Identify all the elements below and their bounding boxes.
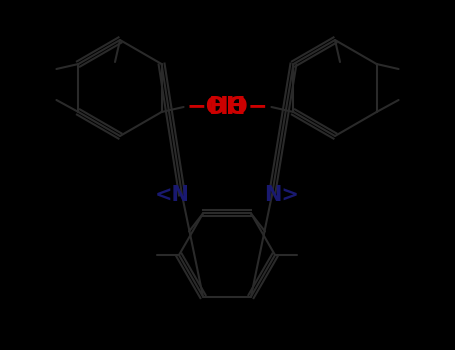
Text: −OH: −OH — [187, 95, 246, 119]
Text: N>: N> — [264, 185, 299, 205]
Text: <N: <N — [155, 185, 189, 205]
Text: HO−: HO− — [209, 95, 268, 119]
